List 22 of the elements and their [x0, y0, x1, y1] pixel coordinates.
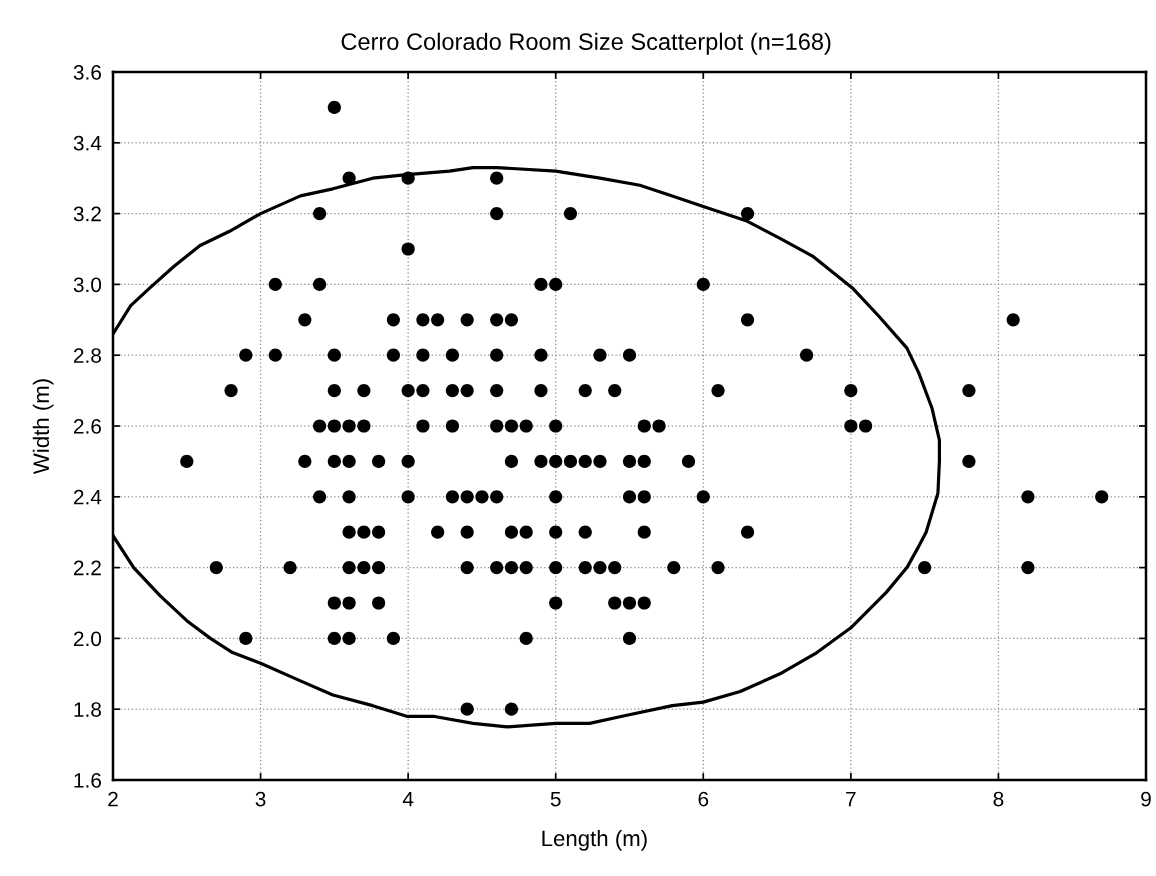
x-tick-label: 2 [108, 791, 118, 807]
x-tick-label: 3 [255, 791, 266, 807]
x-tick-label: 9 [1141, 791, 1151, 807]
y-tick-label: 2.2 [73, 560, 101, 576]
chart-title: Cerro Colorado Room Size Scatterplot (n=168) [341, 32, 831, 55]
y-tick-label: 2.0 [73, 631, 102, 647]
y-axis-title: Width (m) [32, 379, 54, 475]
x-tick-label: 5 [550, 791, 561, 807]
x-axis-title: Length (m) [542, 829, 647, 851]
y-tick-label: 1.6 [74, 773, 101, 788]
y-tick-label: 1.8 [74, 702, 101, 717]
y-tick-label: 2.4 [73, 489, 102, 505]
x-tick-label: 8 [993, 791, 1004, 807]
y-tick-label: 2.6 [73, 419, 101, 434]
x-tick-label: 6 [698, 791, 709, 807]
y-tick-label: 2.8 [73, 348, 101, 363]
y-tick-label: 3.0 [73, 277, 102, 293]
y-tick-label: 3.6 [73, 65, 101, 80]
y-tick-label: 3.2 [73, 206, 101, 222]
x-tick-label: 7 [846, 791, 856, 807]
y-tick-label: 3.4 [73, 135, 102, 151]
x-tick-label: 4 [402, 791, 414, 807]
